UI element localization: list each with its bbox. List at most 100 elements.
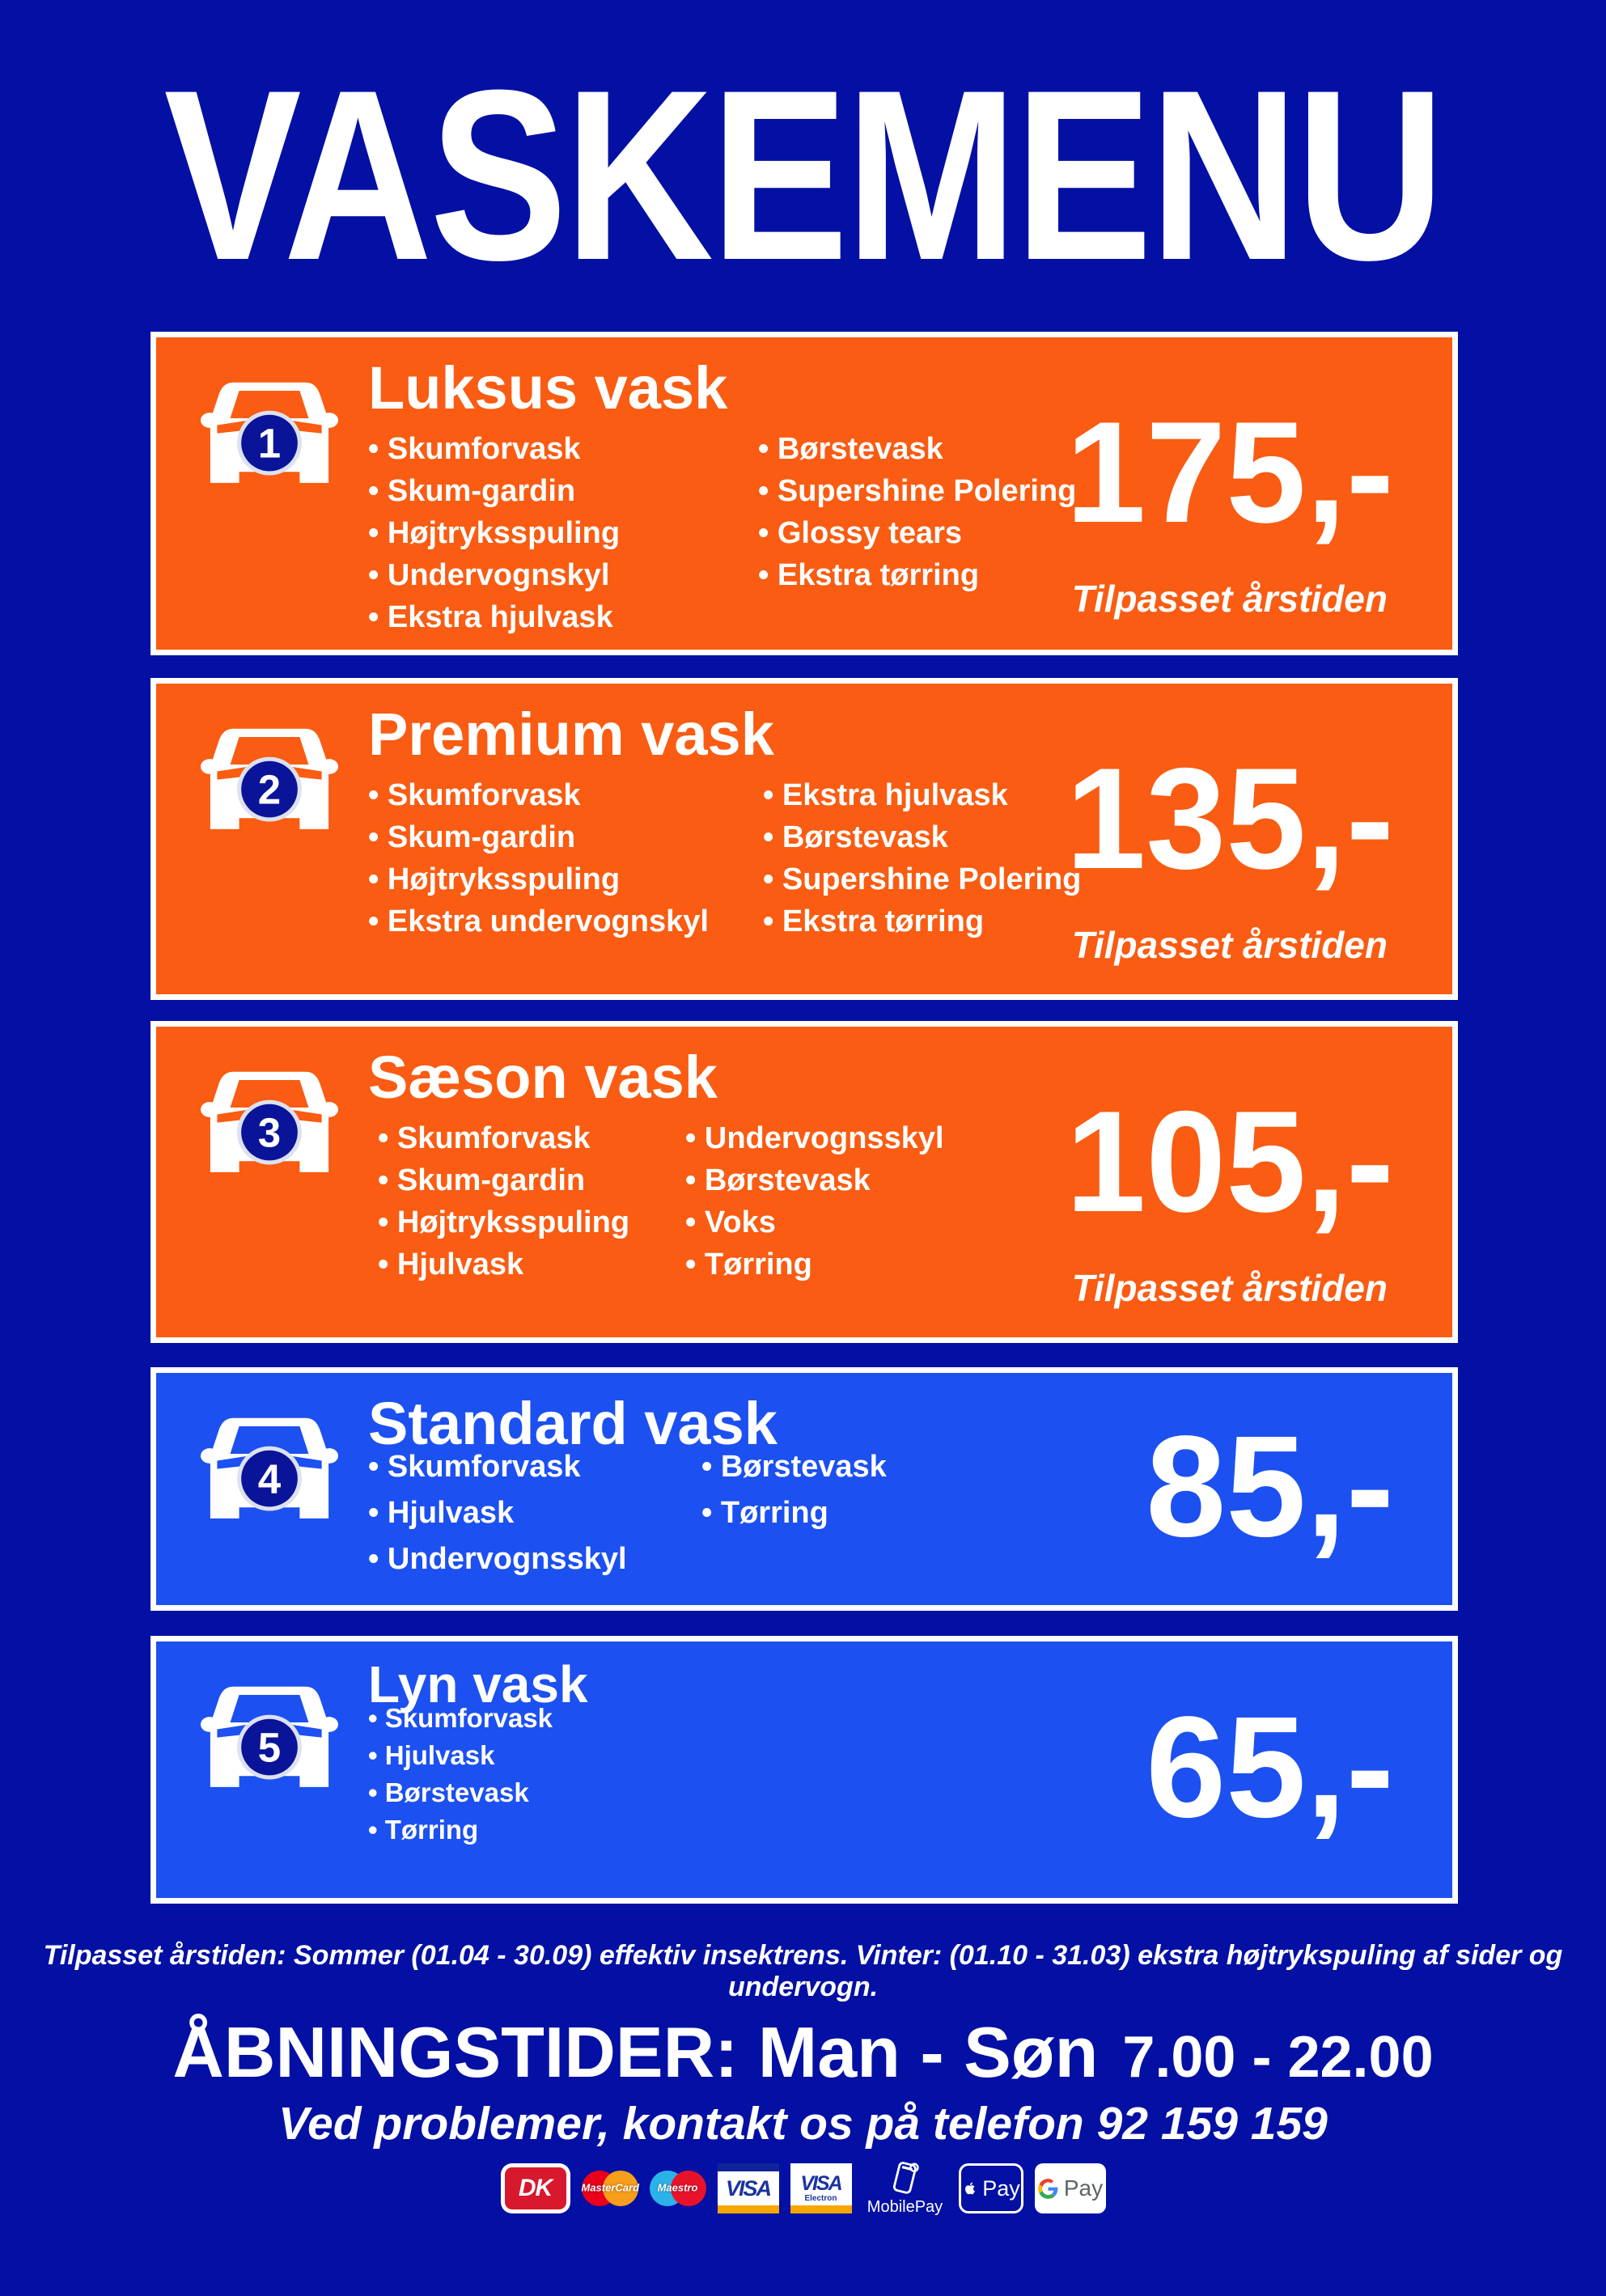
car-number: 5 [258, 1724, 281, 1770]
list-item: Børstevask [701, 1444, 887, 1490]
list-item: Supershine Polering [763, 858, 1082, 900]
page-title: VASKEMENU [163, 39, 1445, 311]
price: 175,- [1066, 392, 1394, 553]
visa-blue-bar [717, 2163, 779, 2171]
opening-hours-label: ÅBNINGSTIDER: Man - Søn [172, 2012, 1099, 2092]
car-number-4-icon: 4 [201, 1397, 338, 1528]
list-item: Hjulvask [368, 1490, 627, 1536]
google-g-icon [1038, 2178, 1058, 2199]
list-item: Skumforvask [368, 428, 620, 470]
card-premium-vask: 2 Premium vask Skumforvask Skum-gardin H… [150, 678, 1458, 1000]
payment-methods-row: DK MasterCard Maestro VISA VISA Electron [0, 2158, 1606, 2218]
car-number: 2 [258, 766, 281, 812]
season-note: Tilpasset årstiden [1071, 578, 1388, 620]
car-number-5-icon: 5 [201, 1666, 338, 1797]
apple-pay-icon: Pay [958, 2163, 1023, 2213]
dankort-icon: DK [500, 2163, 570, 2213]
list-item: Børstevask [368, 1774, 553, 1811]
opening-hours-value: 7.00 - 22.00 [1122, 2025, 1434, 2090]
price: 85,- [1146, 1404, 1394, 1566]
items-right: Børstevask Supershine Polering Glossy te… [758, 428, 1077, 596]
list-item: Højtryksspuling [378, 1201, 629, 1243]
opening-hours-line: ÅBNINGSTIDER: Man - Søn 7.00 - 22.00 [0, 2011, 1606, 2094]
car-number: 3 [258, 1109, 281, 1155]
card-title: Sæson vask [368, 1044, 718, 1111]
items-right: Ekstra hjulvask Børstevask Supershine Po… [763, 774, 1082, 943]
list-item: Skumforvask [368, 1700, 553, 1737]
google-pay-icon: Pay [1034, 2163, 1106, 2213]
list-item: Ekstra hjulvask [763, 774, 1081, 816]
season-note: Tilpasset årstiden [1071, 924, 1388, 966]
list-item: Voks [685, 1201, 944, 1243]
list-item: Skum-gardin [368, 470, 620, 512]
list-item: Skum-gardin [378, 1159, 629, 1201]
list-item: Undervognsskyl [685, 1117, 944, 1159]
list-item: Ekstra hjulvask [368, 596, 620, 638]
items-left: Skumforvask Skum-gardin Højtryksspuling … [368, 428, 620, 638]
mastercard-orange-circle [602, 2171, 638, 2206]
list-item: Tørring [368, 1811, 553, 1849]
apple-logo-icon [965, 2182, 976, 2195]
list-item: Ekstra tørring [763, 900, 1081, 943]
list-item: Højtryksspuling [368, 512, 620, 554]
car-number-2-icon: 2 [201, 708, 338, 839]
items-right: Undervognsskyl Børstevask Voks Tørring [685, 1117, 944, 1286]
list-item: Skumforvask [378, 1117, 629, 1159]
list-item: Højtryksspuling [368, 858, 709, 900]
list-item: Skum-gardin [368, 816, 709, 858]
mobilepay-phone-icon [892, 2161, 919, 2194]
list-item: Supershine Polering [758, 470, 1077, 512]
visa-electron-label: VISA [800, 2172, 842, 2195]
list-item: Ekstra tørring [758, 554, 1076, 596]
price: 105,- [1066, 1081, 1394, 1242]
card-lyn-vask: 5 Lyn vask Skumforvask Hjulvask Børsteva… [150, 1636, 1458, 1904]
list-item: Ekstra undervognskyl [368, 900, 709, 943]
season-note: Tilpasset årstiden [1071, 1267, 1388, 1309]
maestro-red-circle [670, 2171, 706, 2206]
mobilepay-label: MobilePay [867, 2197, 943, 2216]
list-item: Undervognsskyl [368, 1536, 627, 1582]
mastercard-label: MasterCard [581, 2181, 640, 2194]
list-item: Tørring [685, 1243, 944, 1286]
items-left: Skumforvask Skum-gardin Højtryksspuling … [368, 774, 709, 943]
list-item: Børstevask [763, 816, 1081, 858]
car-number-3-icon: 3 [201, 1051, 338, 1182]
list-item: Glossy tears [758, 512, 1076, 554]
visa-label: VISA [725, 2175, 772, 2201]
visa-icon: VISA [717, 2163, 779, 2213]
items-left: Skumforvask Skum-gardin Højtryksspuling … [378, 1117, 629, 1286]
dankort-label: DK [504, 2167, 566, 2209]
visa-gold-bar [717, 2205, 779, 2213]
list-item: Hjulvask [378, 1243, 629, 1286]
list-item: Tørring [701, 1490, 887, 1536]
maestro-icon: Maestro [649, 2163, 706, 2213]
card-title: Premium vask [368, 701, 774, 768]
list-item: Børstevask [758, 428, 1076, 470]
car-number-1-icon: 1 [201, 362, 338, 493]
items-right: Børstevask Tørring [701, 1444, 887, 1536]
mastercard-icon: MasterCard [581, 2163, 640, 2213]
price: 65,- [1146, 1685, 1394, 1847]
list-item: Skumforvask [368, 774, 709, 816]
list-item: Undervognskyl [368, 554, 620, 596]
maestro-label: Maestro [657, 2181, 698, 2194]
car-number: 4 [258, 1455, 282, 1502]
items-left: Skumforvask Hjulvask Børstevask Tørring [368, 1700, 553, 1849]
car-number: 1 [258, 420, 281, 466]
contact-line: Ved problemer, kontakt os på telefon 92 … [278, 2098, 1328, 2150]
list-item: Børstevask [685, 1159, 944, 1201]
card-luksus-vask: 1 Luksus vask Skumforvask Skum-gardin Hø… [150, 332, 1458, 655]
visa-electron-gold-bar [790, 2205, 852, 2213]
mobilepay-icon: MobilePay [863, 2159, 947, 2218]
card-saeson-vask: 3 Sæson vask Skumforvask Skum-gardin Høj… [150, 1021, 1458, 1343]
card-standard-vask: 4 Standard vask Skumforvask Hjulvask Und… [150, 1367, 1458, 1611]
list-item: Skumforvask [368, 1444, 627, 1490]
items-left: Skumforvask Hjulvask Undervognsskyl [368, 1444, 627, 1582]
list-item: Hjulvask [368, 1737, 553, 1774]
google-pay-label: Pay [1063, 2175, 1104, 2201]
card-title: Luksus vask [368, 354, 728, 421]
price: 135,- [1066, 738, 1394, 899]
season-footnote: Tilpasset årstiden: Sommer (01.04 - 30.0… [43, 1940, 1563, 2002]
apple-pay-label: Pay [982, 2175, 1020, 2201]
